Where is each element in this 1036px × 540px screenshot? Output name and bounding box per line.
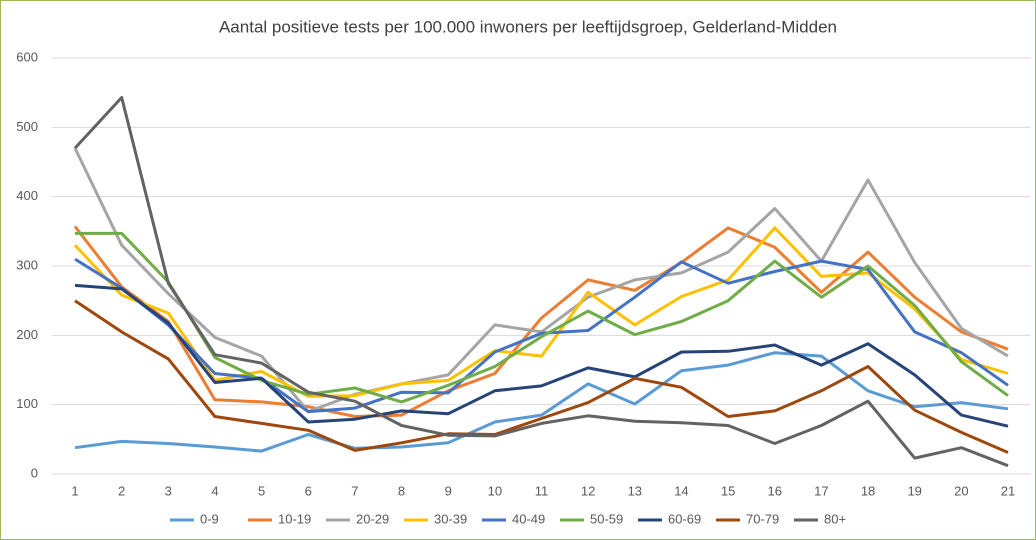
x-tick-label: 12 (581, 483, 595, 498)
series-line (73, 96, 1009, 468)
legend-label: 60-69 (668, 511, 701, 526)
series-line (73, 226, 1009, 398)
x-tick-label: 5 (258, 483, 265, 498)
x-tick-label: 2 (118, 483, 125, 498)
x-tick-label: 20 (954, 483, 968, 498)
y-tick-label: 0 (31, 465, 38, 480)
series-line (74, 299, 1009, 454)
legend-label: 20-29 (356, 511, 389, 526)
y-tick-label: 600 (16, 49, 38, 64)
x-tick-label: 14 (674, 483, 688, 498)
legend-label: 0-9 (200, 511, 219, 526)
x-tick-label: 13 (628, 483, 642, 498)
legend-label: 30-39 (434, 511, 467, 526)
series-line (74, 283, 1009, 428)
chart-title: Aantal positieve tests per 100.000 inwon… (219, 17, 837, 36)
legend-label: 70-79 (746, 511, 779, 526)
x-tick-label: 3 (165, 483, 172, 498)
x-tick-label: 4 (211, 483, 218, 498)
series-line (74, 351, 1009, 453)
legend-label: 50-59 (590, 511, 623, 526)
x-tick-label: 7 (351, 483, 358, 498)
x-tick-label: 11 (535, 483, 549, 498)
legend-label: 10-19 (278, 511, 311, 526)
x-tick-label: 15 (721, 483, 735, 498)
y-tick-label: 200 (16, 327, 38, 342)
x-tick-label: 6 (305, 483, 312, 498)
legend-label: 80+ (824, 511, 846, 526)
series-line (75, 231, 1009, 404)
y-tick-label: 100 (16, 396, 38, 411)
y-tick-label: 500 (16, 119, 38, 134)
x-tick-label: 8 (398, 483, 405, 498)
x-tick-label: 19 (907, 483, 921, 498)
x-tick-label: 1 (71, 483, 78, 498)
legend-label: 40-49 (512, 511, 545, 526)
x-tick-label: 18 (861, 483, 875, 498)
x-tick-label: 17 (814, 483, 828, 498)
y-tick-label: 300 (16, 257, 38, 272)
x-tick-label: 21 (1001, 483, 1015, 498)
y-tick-label: 400 (16, 188, 38, 203)
x-tick-label: 16 (768, 483, 782, 498)
x-tick-label: 9 (445, 483, 452, 498)
series-line (74, 257, 1009, 414)
x-tick-label: 10 (488, 483, 502, 498)
